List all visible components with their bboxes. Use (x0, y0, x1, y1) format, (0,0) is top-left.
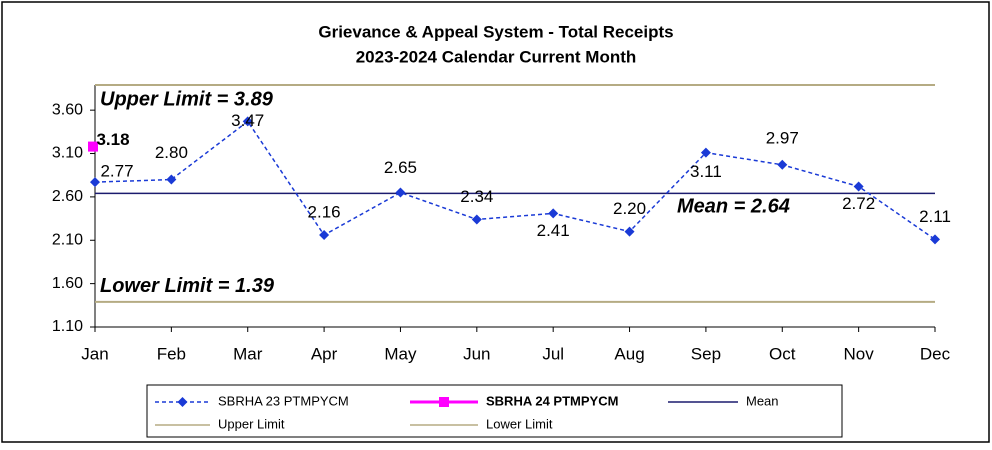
legend (146, 384, 843, 438)
reference-label: Lower Limit = 1.39 (100, 275, 275, 297)
chart-title: Grievance & Appeal System - Total Receip… (318, 22, 673, 41)
point (471, 214, 482, 225)
point (853, 181, 864, 192)
x-tick-label: Aug (614, 344, 644, 363)
data-label: 2.97 (766, 128, 799, 147)
y-tick-label: 3.60 (52, 101, 83, 118)
point (90, 177, 100, 188)
data-label: 2.41 (537, 221, 570, 240)
point (548, 208, 559, 219)
x-tick-label: Jul (542, 344, 564, 363)
series-line (94, 120, 936, 241)
point (319, 230, 330, 241)
x-tick-label: Jan (81, 344, 108, 363)
point (777, 159, 788, 170)
point (624, 226, 635, 237)
x-tick-label: May (384, 344, 417, 363)
data-label: 2.65 (384, 158, 417, 177)
data-label: 2.77 (100, 162, 133, 181)
legend-marker (439, 397, 449, 407)
x-tick-label: Apr (311, 344, 338, 363)
data-label: 2.16 (308, 203, 341, 222)
point (700, 147, 711, 158)
legend-label: SBRHA 24 PTMPYCM (486, 393, 618, 408)
x-tick-label: Mar (233, 344, 263, 363)
chart-subtitle: 2023-2024 Calendar Current Month (356, 47, 637, 66)
point (930, 234, 940, 245)
y-tick-label: 2.60 (52, 188, 83, 205)
data-label: 3.18 (96, 130, 129, 149)
x-tick-label: Jun (463, 344, 490, 363)
chart-frame (1, 1, 990, 443)
data-label: 2.80 (155, 143, 188, 162)
legend-label: Upper Limit (218, 416, 285, 431)
point (242, 116, 253, 127)
legend-label: Lower Limit (486, 416, 553, 431)
data-label: 3.11 (690, 162, 722, 181)
point (395, 187, 406, 198)
x-tick-label: Feb (157, 344, 186, 363)
data-label: 3.47 (231, 111, 264, 130)
point (88, 141, 98, 152)
y-tick-label: 1.10 (52, 318, 83, 335)
reference-label: Upper Limit = 3.89 (100, 88, 274, 110)
y-tick-label: 1.60 (52, 275, 83, 292)
point (166, 174, 177, 185)
x-tick-label: Nov (844, 344, 875, 363)
legend-label: SBRHA 23 PTMPYCM (218, 393, 349, 408)
y-tick-label: 2.10 (52, 231, 83, 248)
legend-marker (177, 397, 188, 407)
data-label: 2.72 (842, 194, 875, 213)
x-tick-label: Oct (769, 344, 796, 363)
x-tick-label: Sep (691, 344, 721, 363)
legend-label: Mean (746, 393, 779, 408)
y-tick-label: 3.10 (52, 145, 83, 162)
x-tick-label: Dec (920, 344, 951, 363)
data-label: 2.20 (613, 199, 646, 218)
data-label: 2.11 (919, 207, 951, 226)
reference-label: Mean = 2.64 (677, 196, 790, 218)
data-label: 2.34 (460, 187, 493, 206)
